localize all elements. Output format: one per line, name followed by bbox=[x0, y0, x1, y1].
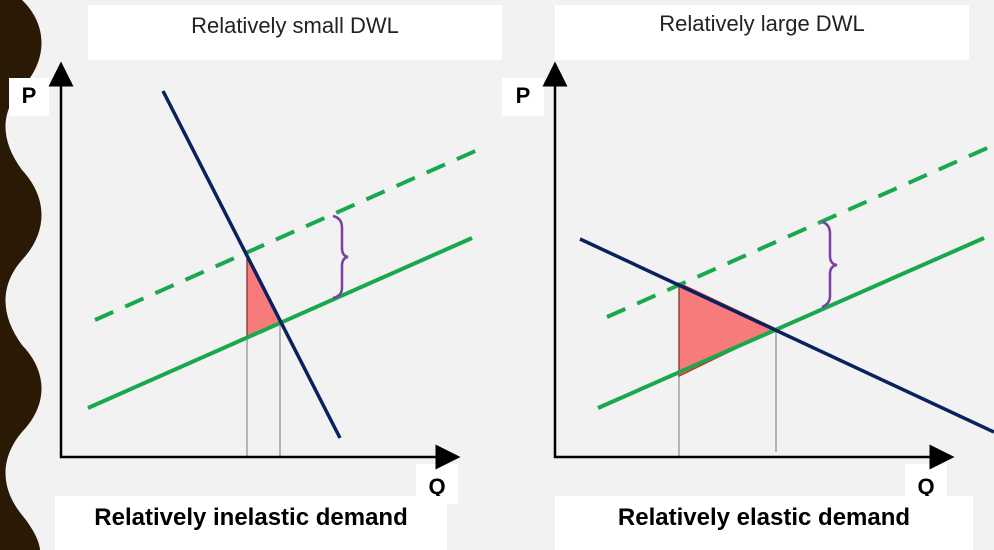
decorative-side-bar bbox=[0, 0, 42, 550]
right-diagram bbox=[542, 61, 994, 470]
left-tax-brace bbox=[332, 214, 349, 300]
left-panel-title: Relatively small DWL bbox=[88, 5, 502, 60]
right-panel-title: Relatively large DWL bbox=[555, 5, 969, 60]
right-supply-curve bbox=[597, 236, 985, 410]
left-panel-caption: Relatively inelastic demand bbox=[55, 496, 447, 550]
right-dwl-triangle bbox=[678, 281, 778, 378]
left-diagram bbox=[48, 61, 483, 470]
right-demand-curve bbox=[579, 237, 994, 434]
right-y-axis-label: P bbox=[502, 78, 544, 116]
left-y-axis-label: P bbox=[9, 78, 49, 116]
right-tax-brace bbox=[821, 220, 838, 309]
left-demand-curve bbox=[161, 90, 342, 439]
left-supply-with-tax-curve bbox=[94, 146, 483, 322]
right-supply-with-tax-curve bbox=[606, 143, 994, 319]
right-panel-caption: Relatively elastic demand bbox=[555, 496, 973, 550]
